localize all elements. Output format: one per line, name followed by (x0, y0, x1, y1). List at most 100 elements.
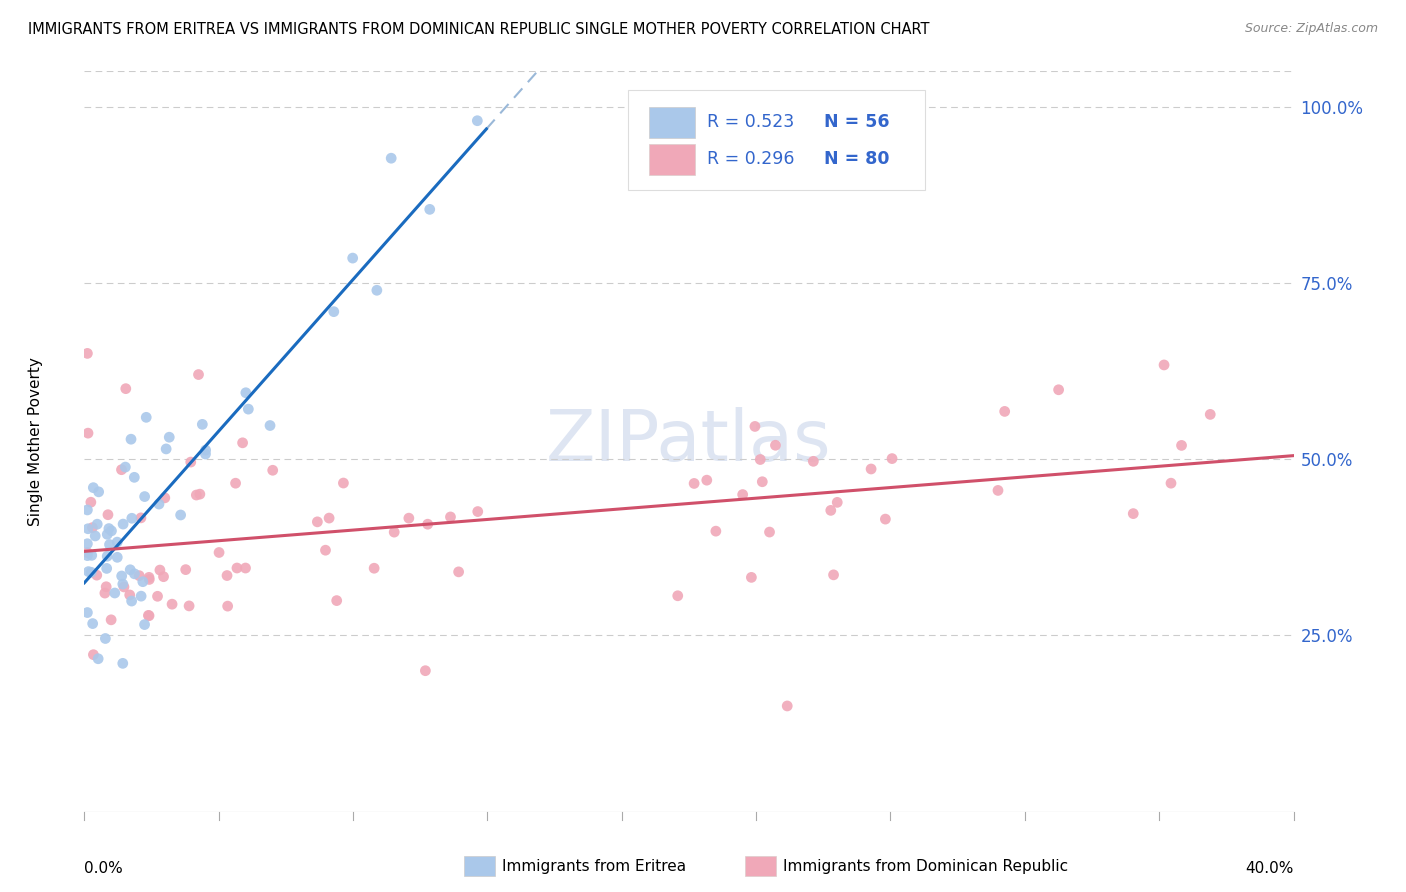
Point (765, 438, 787, 452)
Point (380, 151, 402, 165)
Point (307, 515, 329, 529)
Text: 0.0%: 0.0% (84, 861, 124, 876)
Point (880, 451, 903, 466)
Point (235, 385, 257, 400)
Point (439, 510, 461, 524)
Text: N = 80: N = 80 (824, 150, 890, 168)
Point (80, 495, 103, 509)
Point (259, 418, 281, 433)
Point (801, 454, 824, 468)
Point (363, 561, 385, 575)
Text: Immigrants from Eritrea: Immigrants from Eritrea (502, 859, 686, 873)
Point (382, 525, 405, 540)
Point (87, 652, 110, 666)
Point (129, 589, 152, 603)
Point (820, 503, 842, 517)
Point (104, 586, 127, 600)
Point (114, 382, 136, 396)
Point (129, 511, 152, 525)
Point (187, 368, 209, 382)
Point (875, 512, 897, 526)
Point (111, 657, 134, 671)
Point (135, 410, 157, 425)
Point (987, 483, 1010, 498)
Point (860, 462, 883, 476)
Point (121, 594, 143, 608)
Point (96, 527, 118, 541)
Point (105, 535, 128, 549)
Point (111, 569, 134, 583)
Point (157, 430, 180, 444)
Point (825, 495, 848, 509)
Point (138, 608, 160, 623)
Point (744, 419, 766, 434)
Point (419, 202, 441, 217)
Point (315, 543, 337, 558)
Point (86, 517, 108, 532)
Point (1122, 507, 1144, 521)
Point (114, 460, 136, 475)
Point (138, 570, 160, 584)
Point (112, 517, 135, 532)
Point (132, 574, 155, 589)
Point (87, 484, 110, 499)
Text: 40.0%: 40.0% (1246, 861, 1294, 876)
Point (96, 549, 118, 564)
Point (76, 346, 98, 360)
Point (120, 432, 142, 446)
Point (751, 475, 773, 489)
Text: IMMIGRANTS FROM ERITREA VS IMMIGRANTS FROM DOMINICAN REPUBLIC SINGLE MOTHER POVE: IMMIGRANTS FROM ERITREA VS IMMIGRANTS FR… (28, 22, 929, 37)
Point (174, 563, 197, 577)
Point (97, 522, 120, 536)
Point (80, 566, 103, 580)
Point (318, 511, 340, 525)
Point (416, 517, 439, 532)
FancyBboxPatch shape (628, 90, 925, 190)
Point (82, 481, 104, 495)
FancyBboxPatch shape (650, 144, 695, 175)
Point (177, 599, 200, 613)
FancyBboxPatch shape (650, 107, 695, 138)
Text: Single Mother Poverty: Single Mother Poverty (28, 357, 44, 526)
Point (1160, 476, 1182, 491)
Point (217, 599, 239, 614)
Point (238, 402, 260, 417)
Point (77, 522, 100, 536)
Point (124, 566, 146, 581)
Point (76, 549, 98, 563)
Point (1170, 438, 1192, 452)
Point (325, 593, 347, 607)
Point (398, 511, 420, 525)
Point (731, 487, 754, 501)
Point (191, 417, 214, 432)
Point (467, 504, 489, 518)
Point (758, 524, 780, 539)
Point (152, 570, 174, 584)
Point (149, 563, 172, 577)
Point (76, 537, 98, 551)
Point (112, 580, 135, 594)
Point (180, 455, 202, 469)
Point (155, 442, 177, 456)
Point (169, 508, 191, 522)
Point (208, 545, 231, 559)
Point (342, 251, 364, 265)
Point (128, 568, 150, 582)
Point (666, 589, 689, 603)
Point (94, 632, 117, 646)
Point (1199, 408, 1222, 422)
Point (776, 698, 799, 713)
Point (415, 664, 437, 678)
Point (76, 606, 98, 620)
Point (96, 580, 118, 594)
Text: R = 0.523: R = 0.523 (707, 112, 794, 131)
Point (118, 588, 141, 602)
Point (94, 586, 117, 600)
Point (124, 470, 146, 484)
Point (80, 549, 103, 563)
Point (749, 452, 772, 467)
Point (76, 503, 98, 517)
Point (186, 488, 208, 502)
Point (322, 304, 344, 318)
Text: N = 56: N = 56 (824, 112, 890, 131)
